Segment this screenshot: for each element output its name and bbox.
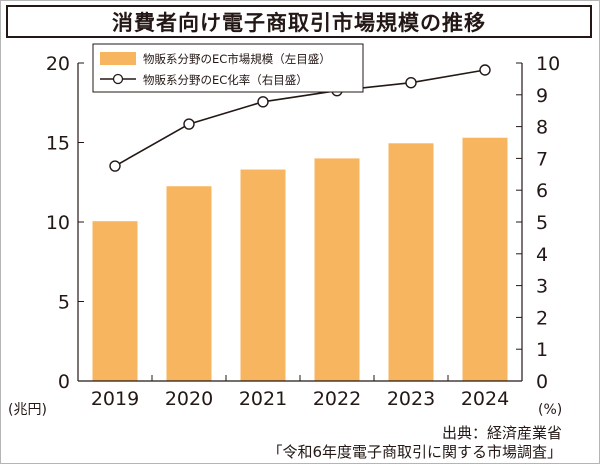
legend-line-marker bbox=[112, 73, 124, 85]
ec-rate-point-2020 bbox=[183, 118, 195, 130]
right-tick-label: 4 bbox=[536, 244, 548, 266]
bar-2021 bbox=[240, 169, 286, 381]
right-tick-label: 10 bbox=[536, 53, 560, 75]
ec-rate-point-2021 bbox=[257, 96, 269, 108]
x-tick-label: 2023 bbox=[387, 388, 435, 410]
left-tick-label: 5 bbox=[58, 292, 70, 314]
bar-2020 bbox=[166, 186, 212, 381]
legend-line-label: 物販系分野のEC化率（右目盛） bbox=[143, 73, 308, 87]
left-tick-label: 10 bbox=[46, 212, 70, 234]
ec-rate-line bbox=[114, 69, 486, 167]
right-tick-label: 9 bbox=[536, 85, 548, 107]
x-tick-label: 2019 bbox=[91, 388, 139, 410]
bar-2024 bbox=[462, 137, 508, 381]
x-tick-label: 2022 bbox=[313, 388, 361, 410]
right-tick-label: 3 bbox=[536, 276, 548, 298]
left-axis-unit: (兆円) bbox=[8, 402, 47, 418]
x-tick-label: 2020 bbox=[165, 388, 213, 410]
legend-bar-label: 物販系分野のEC市場規模（左目盛） bbox=[143, 52, 331, 66]
legend-box bbox=[92, 43, 364, 93]
right-tick-label: 2 bbox=[536, 307, 548, 329]
bar-2019 bbox=[92, 221, 138, 381]
chart-title-box: 消費者向け電子商取引市場規模の推移 bbox=[6, 5, 592, 38]
right-tick-label: 7 bbox=[536, 148, 548, 170]
right-tick-label: 8 bbox=[536, 117, 548, 139]
ec-rate-point-2023 bbox=[405, 77, 417, 89]
right-tick-label: 6 bbox=[536, 180, 548, 202]
source-line-1: 出典：経済産業省 bbox=[441, 424, 562, 442]
ec-rate-point-2024 bbox=[479, 64, 491, 76]
left-tick-label: 0 bbox=[58, 371, 70, 393]
x-tick-label: 2024 bbox=[461, 388, 509, 410]
legend-bar-swatch bbox=[100, 52, 136, 65]
right-tick-label: 0 bbox=[536, 371, 548, 393]
chart-title: 消費者向け電子商取引市場規模の推移 bbox=[112, 10, 486, 35]
x-tick-label: 2021 bbox=[239, 388, 287, 410]
left-tick-label: 20 bbox=[46, 53, 70, 75]
left-tick-label: 15 bbox=[46, 133, 70, 155]
bar-2022 bbox=[314, 158, 360, 381]
right-tick-label: 1 bbox=[536, 339, 548, 361]
right-tick-label: 5 bbox=[536, 212, 548, 234]
source-line-2: 「令和6年度電子商取引に関する市場調査」 bbox=[267, 443, 562, 461]
bar-2023 bbox=[388, 143, 434, 381]
right-axis-unit: (%) bbox=[538, 402, 562, 418]
ec-rate-point-2019 bbox=[109, 160, 121, 172]
